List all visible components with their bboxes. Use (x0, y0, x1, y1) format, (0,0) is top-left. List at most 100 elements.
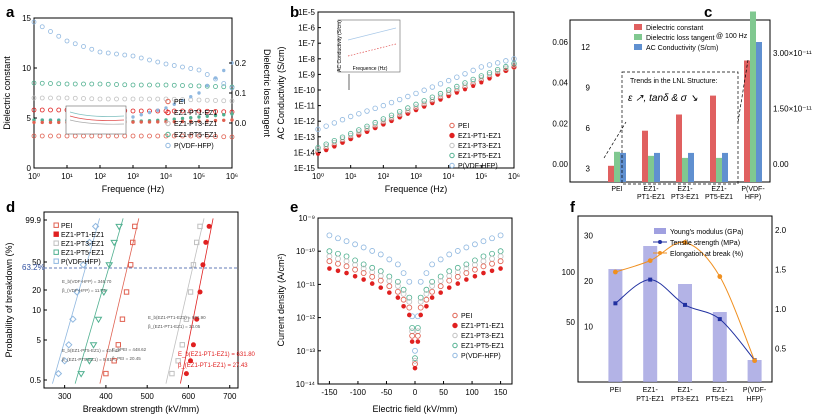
panel-a-point-pei (171, 133, 177, 139)
panel-d-weibull-note: β_(EZ1-PT1-EZ1) = 27.43 (178, 363, 248, 369)
panel-e-point-ez1-pt5-ez1 (446, 268, 453, 275)
panel-b-point-p-vdf-hfp- (339, 117, 346, 123)
panel-a-point-pei (64, 133, 70, 139)
panel-e-point-ez1-pt1-ez1 (498, 266, 503, 271)
panel-d-fit-ez1-pt1-ez1 (180, 218, 214, 384)
panel-e-point-ez1-pt1-ez1 (412, 365, 418, 371)
panel-e-point-pei (414, 332, 421, 339)
panel-b-ytick-label: 1E-7 (298, 39, 315, 48)
panel-d-fit-ez1-pt3-ez1 (165, 218, 205, 384)
panel-c-legend-entry: AC Conductivity (S/cm) (646, 45, 718, 52)
panel-a-point-p-vdf-hfp- (171, 63, 177, 68)
panel-e-point-pei (343, 263, 350, 270)
panel-e-legend-entry: EZ1-PT5-EZ1 (461, 343, 504, 350)
panel-f-ticks: 50 100 10 20 30 0.5 1.0 1.5 2.0 PEI EZ1- PT1-EZ1 EZ1… (562, 226, 787, 403)
panel-e-point-pei (406, 304, 413, 311)
panel-a-point-ez1-pt5-ez1 (89, 81, 95, 87)
panel-b-point-p-vdf-hfp- (429, 84, 436, 90)
panel-c-arrow-left (603, 121, 627, 159)
panel-e-point-ez1-pt5-ez1 (360, 261, 367, 268)
panel-c-marks (608, 11, 762, 182)
panel-e-point-ez1-pt1-ez1 (415, 339, 421, 344)
panel-a-point-pei (221, 134, 227, 140)
panel-c-category-label: P(VDF- (741, 186, 765, 193)
panel-a-point-ez1-pt3-ez1 (155, 96, 161, 102)
panel-a-xtick-label: 10⁴ (160, 172, 173, 181)
panel-e-legend-entry: P(VDF-HFP) (461, 353, 501, 360)
panel-d-point-pei (115, 342, 121, 348)
panel-f-point-elongation (717, 274, 723, 279)
panel-a-loss-point-ez1-pt5-ez1 (189, 116, 193, 120)
panel-b-xtick-label: 10⁵ (475, 172, 487, 181)
panel-a-loss-point-pei (131, 120, 135, 124)
panel-a-point-ez1-pt1-ez1 (213, 109, 218, 114)
panel-b-point-ez1-pt3-ez1 (445, 89, 452, 96)
panel-e-point-ez1-pt3-ez1 (335, 255, 341, 262)
panel-c-category-label: HFP) (745, 194, 761, 201)
panel-d-point-ez1-pt3-ez1 (183, 316, 190, 322)
panel-d-weibull-note: E_b(EZ1-PT1-EZ1) = 631.80 (178, 352, 256, 358)
panel-e-xtick-label: -150 (321, 388, 338, 397)
panel-a-xtick-label: 10³ (127, 172, 139, 181)
panel-a-point-ez1-pt1-ez1 (48, 107, 53, 113)
panel-d-weibull-note: E_b(EZ1-PT1-EZ1) = 601.90 (148, 315, 206, 320)
panel-b-xtick-label: 10³ (410, 172, 422, 181)
panel-f-category-label: EZ1- (712, 387, 728, 394)
panel-f-bar-youngs-modulus (678, 284, 692, 382)
panel-a-ytick-label: 5 (27, 114, 32, 123)
panel-a-point-pei (188, 133, 194, 139)
panel-a-legend-marker (165, 142, 171, 149)
panel-e-point-ez1-pt5-ez1 (377, 268, 384, 275)
panel-e-point-pei (326, 258, 333, 265)
panel-b-legend-entry: EZ1-PT1-EZ1 (458, 133, 501, 140)
panel-d-legend-entry: P(VDF-HFP) (61, 259, 101, 266)
panel-e-point-ez1-pt3-ez1 (360, 265, 367, 272)
panel-a-point-pei (213, 134, 218, 139)
panel-a-point-ez1-pt3-ez1 (105, 96, 111, 102)
panel-e-point-ez1-pt5-ez1 (437, 273, 444, 280)
panel-b-point-ez1-pt3-ez1 (372, 122, 378, 128)
panel-a-point-ez1-pt1-ez1 (171, 108, 177, 114)
panel-d-point-p-vdf-hfp- (85, 238, 94, 247)
panel-e-point-pei (360, 270, 367, 276)
panel-a-point-pei (229, 134, 235, 140)
panel-d-weibull-note: E_b(VDF-HFP) = 346.70 (62, 279, 112, 284)
panel-a-point-p-vdf-hfp- (138, 55, 144, 61)
panel-e-point-p-vdf-hfp- (437, 256, 444, 263)
panel-b-point-p-vdf-hfp- (486, 62, 493, 68)
panel-a-loss-point-pei (156, 120, 160, 124)
panel-e-point-ez1-pt1-ez1 (446, 285, 452, 290)
panel-e-point-pei (423, 296, 430, 303)
panel-b-xtick-label: 10¹ (345, 172, 357, 181)
panel-b-point-ez1-pt3-ez1 (503, 65, 509, 71)
panel-e-point-p-vdf-hfp- (377, 251, 384, 258)
panel-c-frame (569, 19, 771, 183)
panel-a-xtick-label: 10⁵ (193, 172, 205, 181)
panel-f-y3tick-label: 0.5 (775, 344, 787, 353)
panel-b-point-ez1-pt3-ez1 (454, 86, 460, 92)
panel-b-xtick-label: 10⁴ (442, 172, 455, 181)
panel-a-point-ez1-pt5-ez1 (188, 83, 194, 89)
panel-c-ytick-label: 9 (586, 84, 591, 93)
panel-e-point-ez1-pt5-ez1 (423, 286, 430, 293)
panel-a-point-ez1-pt3-ez1 (204, 97, 210, 103)
panel-b-point-ez1-pt1-ez1 (446, 94, 451, 99)
panel-a-point-pei (89, 133, 95, 139)
panel-e-point-ez1-pt5-ez1 (414, 324, 421, 331)
panel-a-loss-point-p-vdf-hfp- (131, 115, 135, 119)
panel-d-weibull-note: E_bPEI = 448.62 (112, 347, 147, 352)
panel-d-ytick-label: 99.9 (25, 216, 41, 225)
panel-f-legend-marker (658, 240, 662, 244)
panel-d-ytick-label: 10 (32, 306, 41, 315)
panel-d-point-ez1-pt5-ez1 (89, 342, 98, 349)
panel-e-point-ez1-pt1-ez1 (361, 277, 366, 282)
panel-c-bar-loss (682, 157, 688, 182)
panel-e-xtick-label: 150 (494, 388, 508, 397)
panel-e-point-ez1-pt3-ez1 (406, 298, 413, 305)
panel-e-point-ez1-pt5-ez1 (472, 257, 478, 264)
panel-f-category-label: PT3-EZ1 (671, 396, 699, 403)
panel-c-bar-conductivity (688, 152, 694, 182)
panel-d-point-p-vdf-hfp- (79, 261, 87, 269)
panel-b-point-p-vdf-hfp- (372, 105, 378, 112)
panel-e-point-pei (400, 296, 407, 303)
